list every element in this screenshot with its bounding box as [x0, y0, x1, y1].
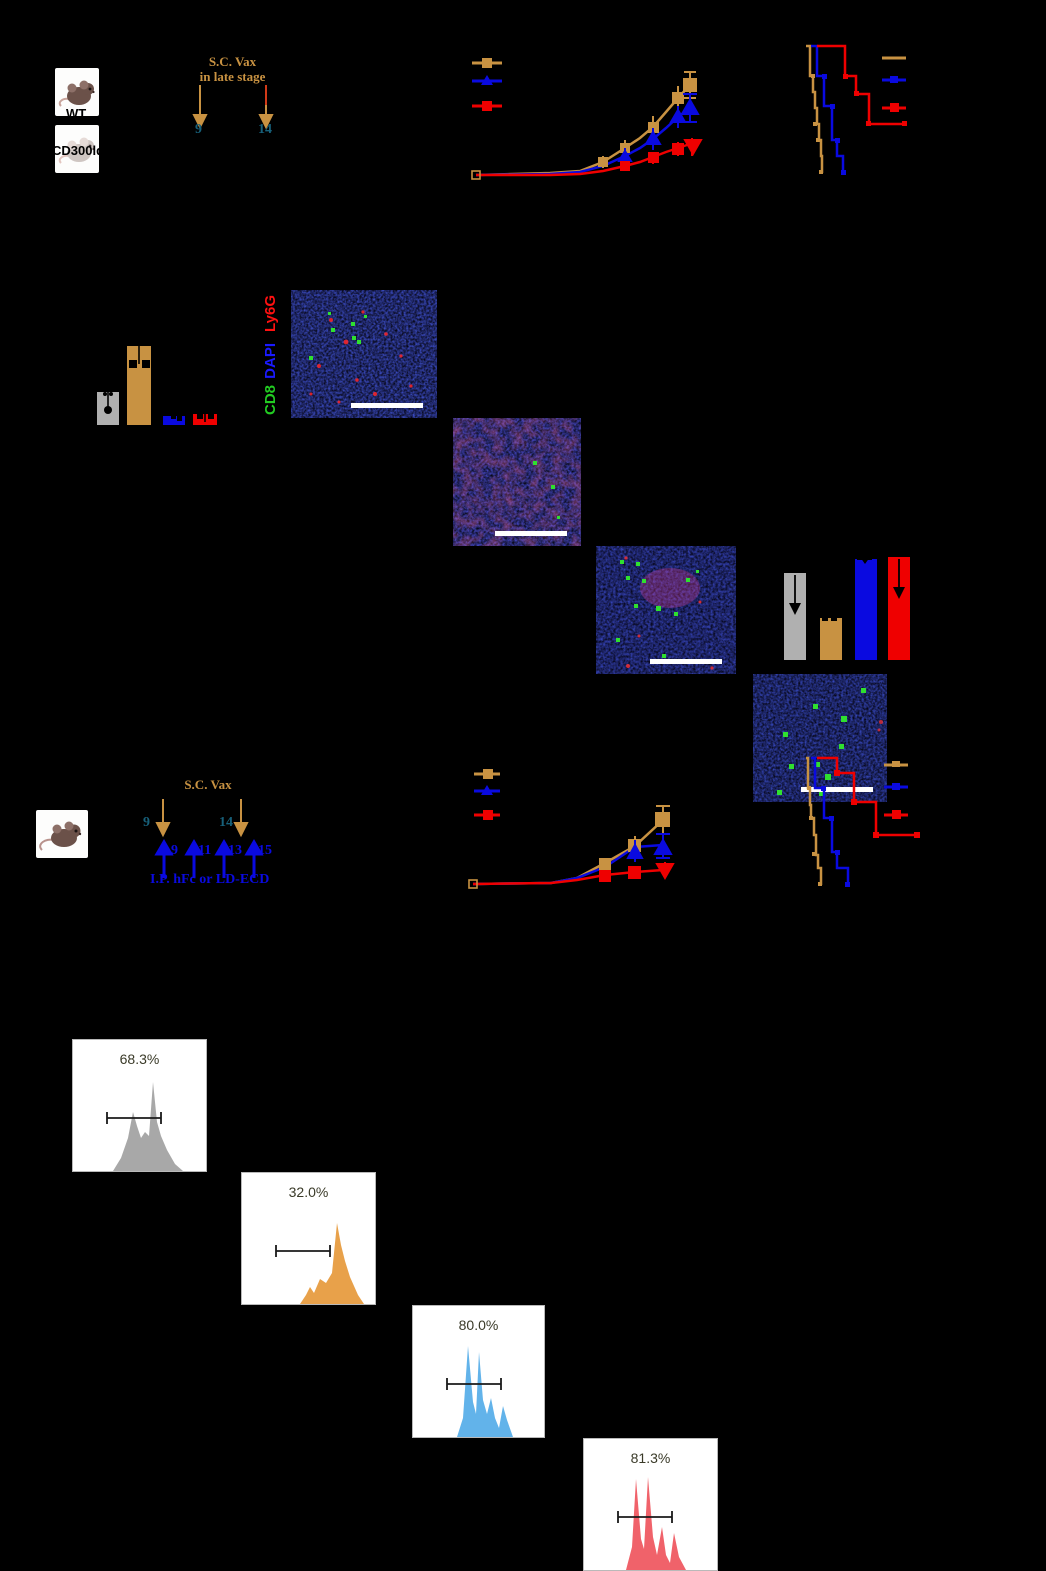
panel-d-bar-chart: [85, 330, 230, 425]
flow-gate-3: [446, 1378, 502, 1390]
flow-hist-1: [106, 1082, 183, 1171]
neutrophil-bar-svg: [97, 340, 217, 425]
flow-summary-bar-svg: [784, 554, 910, 660]
origin-marker-bottom: [468, 879, 478, 889]
schematic-top-title: S.C. Vax in late stage: [160, 54, 305, 84]
scalebar-3: [650, 659, 722, 664]
mouse-image-bottom: [36, 810, 88, 858]
flow-panel-3: 80.0%: [412, 1305, 545, 1438]
tumor-growth-bottom-svg: [468, 769, 675, 889]
panel-h-schematic-bottom: S.C. Vax 9 14 9 11 13 15 I.P. hFc or LD-…: [0, 745, 440, 933]
panel-g-flow-summary-bars: [770, 545, 920, 660]
channel-label-ly6g: Ly6G: [262, 295, 279, 332]
scalebar-1: [351, 403, 423, 408]
schematic-bottom-vax-day-9: 9: [143, 815, 150, 830]
micrograph-panel-1: [291, 290, 437, 418]
channel-label-cd8: CD8: [262, 385, 279, 416]
survival-bottom-tan-censors: [807, 786, 822, 886]
mouse-label-wt: WT: [66, 106, 87, 121]
flow-hist-4: [617, 1477, 686, 1570]
origin-marker: [471, 170, 481, 180]
survival-top-svg: [806, 44, 907, 175]
flow-panel-1: 68.3%: [72, 1039, 207, 1172]
scalebar-4: [801, 787, 873, 792]
micrograph-2-svg: [453, 418, 581, 546]
flow-hist-3: [446, 1346, 513, 1437]
schematic-bottom-treatment-arrows: [154, 839, 264, 878]
survival-blue-censors: [822, 74, 846, 175]
micrograph-1-svg: [291, 290, 437, 418]
survival-bottom-blue-censors: [821, 786, 850, 887]
flow-gate-2: [275, 1245, 331, 1257]
bar-blue: [855, 559, 877, 660]
treatment-day-11: 11: [198, 843, 212, 858]
mouse-label-ko: CD300ld: [52, 143, 105, 158]
legend-top-survival: [882, 56, 906, 112]
panel-b-tumor-growth-top: [440, 28, 740, 233]
flow-gate-4: [617, 1511, 673, 1523]
legend-bottom-growth: [474, 769, 500, 820]
scalebar-2: [495, 531, 567, 536]
schematic-bottom-vax-day-14: 14: [219, 815, 233, 830]
tumor-growth-top-svg: [471, 58, 703, 180]
panel-i-tumor-growth-bottom: [440, 750, 720, 930]
schematic-top-day-9: 9: [195, 122, 202, 137]
survival-red-censors: [843, 74, 907, 126]
flow-hist-2: [275, 1223, 364, 1304]
survival-bottom-red-censors: [834, 770, 920, 838]
treatment-label: I.P. hFc or LD-ECD: [150, 872, 270, 887]
bar-red: [888, 557, 910, 660]
bar-gray: [784, 573, 806, 660]
flow-panel-4: 81.3%: [583, 1438, 718, 1571]
mouse-bottom-icon: [39, 821, 82, 851]
micrograph-3-svg: [596, 546, 736, 674]
bar-tan: [820, 618, 842, 660]
survival-tan-censors: [811, 74, 823, 174]
treatment-day-13: 13: [228, 843, 242, 858]
micrograph-4-svg: [753, 674, 887, 802]
mouse-wt-icon: [58, 80, 95, 107]
survival-bottom-svg: [806, 756, 920, 887]
micrograph-panel-2: [453, 418, 581, 546]
mouse-ko-icon: [58, 137, 95, 164]
schematic-top-title-line1: S.C. Vax: [208, 54, 257, 69]
legend-bottom-survival: [884, 761, 908, 819]
schematic-bottom-vax-arrows: [155, 799, 249, 838]
schematic-top-day-14: 14: [258, 122, 272, 137]
micrograph-panel-4: [753, 674, 887, 802]
micrograph-panel-3: [596, 546, 736, 674]
bar-blue: [163, 416, 185, 425]
schematic-top-arrows: [192, 85, 274, 130]
flow-panel-2: 32.0%: [241, 1172, 376, 1305]
panel-a-schematic: WT CD300ld S.C. Vax in late stage 9 14: [0, 0, 440, 233]
schematic-top-title-line2: in late stage: [199, 69, 266, 84]
mouse-image-ko: [55, 125, 99, 173]
panel-j-survival-bottom: [780, 740, 1046, 920]
legend-top-growth: [472, 58, 502, 111]
treatment-day-9: 9: [171, 843, 178, 858]
panel-c-survival-top: [780, 28, 1046, 233]
schematic-bottom-title: S.C. Vax: [184, 777, 232, 792]
channel-label-dapi: DAPI: [262, 343, 279, 379]
treatment-day-15: 15: [258, 843, 272, 858]
mouse-image-wt: [55, 68, 99, 116]
